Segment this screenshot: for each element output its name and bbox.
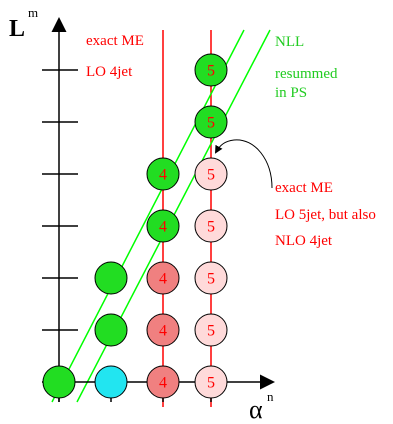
- circle-a3-l3: 5: [194, 209, 228, 243]
- circle-a3-l0: 5: [194, 365, 228, 399]
- svg-text:5: 5: [207, 323, 215, 340]
- arrow-note-nlo-4jet: NLO 4jet: [275, 233, 333, 249]
- in-ps-label: in PS: [275, 85, 307, 101]
- circle-a2-l4: 4: [146, 157, 180, 191]
- nll-label: NLL: [275, 34, 304, 50]
- arrow-note-lo-5jet: LO 5jet, but also: [275, 207, 376, 223]
- svg-text:4: 4: [159, 323, 167, 340]
- circle-a3-l4: 5: [194, 157, 228, 191]
- svg-text:4: 4: [159, 271, 167, 288]
- circle-a2-l3: 4: [146, 209, 180, 243]
- x-axis-label: α: [249, 395, 263, 424]
- y-ticks: [42, 69, 78, 331]
- svg-text:4: 4: [159, 219, 167, 236]
- exact-me-label: exact ME: [86, 33, 144, 49]
- svg-text:5: 5: [207, 219, 215, 236]
- y-axis-exponent: m: [28, 5, 38, 20]
- circle-a2-l0: 4: [146, 365, 180, 399]
- svg-text:5: 5: [207, 167, 215, 184]
- curved-arrow: [215, 139, 273, 189]
- circle-a1-l0: [94, 365, 128, 399]
- svg-text:5: 5: [207, 63, 215, 80]
- svg-text:5: 5: [207, 271, 215, 288]
- svg-text:4: 4: [159, 375, 167, 392]
- resummed-label: resummed: [275, 66, 338, 82]
- circle-grid: 4 4 4 4 4 5 5 5: [42, 53, 228, 399]
- arrow-note-exact-me: exact ME: [275, 180, 333, 196]
- svg-text:5: 5: [207, 375, 215, 392]
- svg-text:5: 5: [207, 115, 215, 132]
- circle-a3-l1: 5: [194, 313, 228, 347]
- lo-4jet-label: LO 4jet: [86, 64, 133, 80]
- circle-a3-l2: 5: [194, 261, 228, 295]
- circle-a1-l1: [94, 313, 128, 347]
- svg-text:4: 4: [159, 167, 167, 184]
- circle-a1-l2: [94, 261, 128, 295]
- y-axis-label: L: [9, 16, 25, 42]
- circle-a0-l0: [42, 365, 76, 399]
- circle-a2-l2: 4: [146, 261, 180, 295]
- x-axis-exponent: n: [267, 389, 274, 404]
- circle-a3-l6: 5: [194, 53, 228, 87]
- circle-a2-l1: 4: [146, 313, 180, 347]
- green-diagonal-left: [51, 29, 245, 403]
- circle-a3-l5: 5: [194, 105, 228, 139]
